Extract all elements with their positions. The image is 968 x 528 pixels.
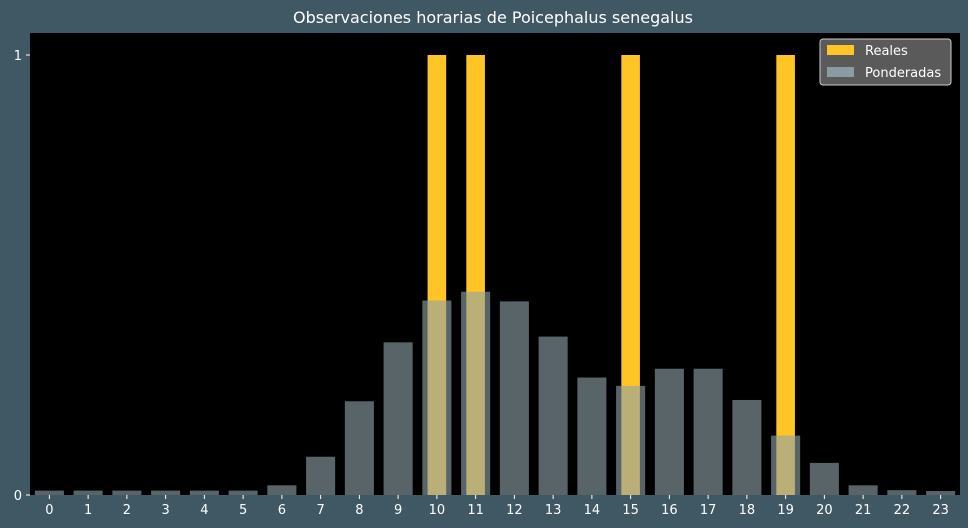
x-tick-label-20: 20 (816, 503, 833, 518)
bar-ponderadas-6 (267, 485, 297, 495)
bar-reales-15 (621, 55, 640, 495)
bar-ponderadas-5 (228, 490, 258, 495)
bar-ponderadas-0 (34, 490, 64, 495)
y-tick-label-0: 0 (14, 489, 22, 504)
y-tick-label-1: 1 (14, 49, 22, 64)
bar-ponderadas-9 (383, 342, 413, 495)
x-tick-label-23: 23 (932, 503, 949, 518)
legend-label-ponderadas: Ponderadas (865, 66, 941, 81)
bar-ponderadas-22 (887, 490, 917, 495)
bar-ponderadas-21 (848, 485, 878, 495)
bar-ponderadas-15 (616, 385, 646, 495)
x-tick-label-15: 15 (622, 503, 639, 518)
x-tick-label-5: 5 (239, 503, 247, 518)
x-tick-label-8: 8 (355, 503, 363, 518)
legend-swatch-ponderadas (827, 67, 854, 77)
legend: Reales Ponderadas (819, 38, 952, 86)
x-tick-label-14: 14 (584, 503, 601, 518)
series-ponderadas (34, 291, 956, 495)
x-axis: 0 1 2 3 4 5 6 7 8 9 10 11 12 13 14 15 16 17 18 19 20 21 22 23 (45, 495, 949, 518)
bar-ponderadas-18 (732, 399, 762, 495)
legend-label-reales: Reales (865, 44, 908, 59)
bar-ponderadas-8 (344, 401, 374, 495)
x-tick-label-22: 22 (894, 503, 911, 518)
x-tick-label-13: 13 (545, 503, 562, 518)
x-tick-label-11: 11 (467, 503, 484, 518)
bar-ponderadas-4 (189, 490, 219, 495)
bar-ponderadas-1 (73, 490, 103, 495)
bar-ponderadas-17 (693, 368, 723, 495)
x-tick-label-17: 17 (700, 503, 717, 518)
bar-ponderadas-16 (654, 368, 684, 495)
x-tick-label-16: 16 (661, 503, 678, 518)
bar-ponderadas-11 (461, 291, 491, 495)
bar-ponderadas-7 (306, 456, 336, 495)
x-tick-label-4: 4 (200, 503, 208, 518)
x-tick-label-0: 0 (45, 503, 53, 518)
bar-ponderadas-13 (538, 336, 568, 495)
bar-ponderadas-23 (926, 491, 956, 495)
bar-ponderadas-10 (422, 300, 452, 495)
x-tick-label-3: 3 (161, 503, 169, 518)
x-tick-label-21: 21 (855, 503, 872, 518)
x-tick-label-18: 18 (739, 503, 756, 518)
x-tick-label-19: 19 (777, 503, 794, 518)
x-tick-label-12: 12 (506, 503, 523, 518)
bar-reales-19 (776, 55, 795, 495)
x-tick-label-6: 6 (278, 503, 286, 518)
bar-ponderadas-2 (112, 490, 142, 495)
y-axis: 01 (14, 49, 30, 504)
bar-ponderadas-14 (577, 377, 607, 495)
bar-ponderadas-19 (771, 435, 801, 495)
plot-area (30, 33, 960, 495)
bar-ponderadas-12 (499, 301, 529, 495)
legend-swatch-reales (827, 45, 854, 55)
x-tick-label-1: 1 (84, 503, 92, 518)
chart-title: Observaciones horarias de Poicephalus se… (293, 8, 693, 27)
bar-ponderadas-20 (809, 462, 839, 495)
x-tick-label-9: 9 (394, 503, 402, 518)
x-tick-label-2: 2 (123, 503, 131, 518)
x-tick-label-10: 10 (429, 503, 446, 518)
x-tick-label-7: 7 (316, 503, 324, 518)
bar-ponderadas-3 (151, 490, 181, 495)
